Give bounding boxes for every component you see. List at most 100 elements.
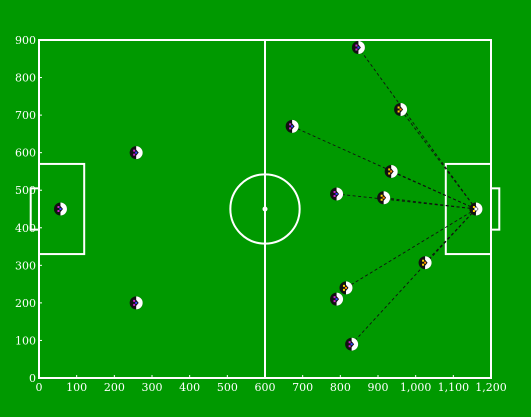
- y-tick-label: 300: [15, 259, 36, 272]
- player-marker[interactable]: [129, 296, 143, 310]
- player-marker[interactable]: [339, 281, 353, 295]
- team-marker: [289, 127, 292, 130]
- player-marker[interactable]: [384, 164, 398, 178]
- team-marker: [59, 208, 62, 210]
- pass-line: [351, 208, 477, 345]
- player-marker[interactable]: [394, 102, 408, 116]
- x-tick-label: 200: [104, 381, 125, 394]
- team-marker: [390, 170, 393, 173]
- x-tick-label: 300: [142, 381, 163, 394]
- team-marker: [350, 343, 353, 346]
- facing-wedge: [400, 102, 408, 116]
- facing-wedge: [336, 187, 344, 201]
- center-spot: [262, 206, 268, 212]
- y-tick-label: 200: [15, 297, 36, 310]
- y-tick-label: 700: [15, 109, 36, 122]
- team-marker: [382, 196, 385, 199]
- team-marker: [422, 263, 425, 266]
- player-marker[interactable]: [330, 187, 344, 201]
- pass-line: [391, 171, 477, 210]
- facing-wedge: [345, 281, 353, 295]
- team-marker: [348, 345, 351, 348]
- player-marker[interactable]: [53, 202, 67, 216]
- pass-lines: [291, 47, 477, 345]
- team-marker: [57, 206, 60, 208]
- ball-carrier-marker[interactable]: [469, 202, 483, 216]
- team-marker: [357, 46, 360, 49]
- x-tick-label: 500: [217, 381, 238, 394]
- pass-line: [345, 208, 477, 289]
- team-marker: [135, 301, 138, 304]
- player-marker[interactable]: [285, 119, 299, 133]
- player-marker[interactable]: [351, 41, 365, 55]
- pass-line: [358, 47, 477, 210]
- team-marker: [335, 192, 338, 195]
- facing-wedge: [136, 146, 143, 160]
- team-marker: [380, 194, 383, 197]
- player-marker[interactable]: [129, 146, 143, 160]
- team-marker: [133, 149, 136, 152]
- x-tick-label: 800: [330, 381, 351, 394]
- pitch: [29, 39, 501, 379]
- right-goal: [490, 187, 501, 231]
- y-tick-label: 400: [15, 222, 36, 235]
- axis-labels: 0 100 200 300 400 500 600 700 800 900 1,000 1,100 1,…: [15, 34, 507, 394]
- team-marker: [380, 198, 383, 201]
- facing-wedge: [383, 191, 391, 205]
- pass-line: [383, 197, 476, 210]
- facing-wedge: [358, 41, 365, 55]
- player-marker[interactable]: [345, 337, 359, 351]
- y-tick-label: 900: [15, 34, 36, 47]
- x-tick-label: 600: [255, 381, 276, 394]
- team-marker: [424, 261, 427, 264]
- team-marker: [333, 194, 336, 197]
- team-marker: [57, 210, 60, 212]
- ball-icon: [474, 207, 478, 211]
- facing-wedge: [391, 164, 398, 178]
- team-marker: [388, 172, 391, 175]
- team-marker: [355, 48, 358, 51]
- team-marker: [342, 284, 345, 287]
- team-marker: [133, 153, 136, 156]
- team-marker: [135, 151, 138, 154]
- player-marker[interactable]: [418, 256, 432, 270]
- facing-wedge: [336, 292, 344, 306]
- player-marker[interactable]: [330, 292, 344, 306]
- y-tick-label: 600: [15, 147, 36, 160]
- team-marker: [333, 296, 336, 299]
- x-tick-label: 700: [292, 381, 313, 394]
- team-marker: [133, 299, 136, 302]
- x-tick-label: 0: [36, 381, 43, 394]
- left-goal: [29, 187, 40, 231]
- facing-wedge: [425, 256, 432, 270]
- y-tick-label: 800: [15, 72, 36, 85]
- team-marker: [133, 303, 136, 306]
- team-marker: [355, 44, 358, 47]
- x-tick-label: 400: [179, 381, 200, 394]
- team-marker: [289, 123, 292, 126]
- team-marker: [422, 259, 425, 262]
- team-marker: [472, 206, 475, 208]
- x-tick-label: 100: [66, 381, 87, 394]
- pass-line: [400, 109, 477, 210]
- facing-wedge: [475, 202, 483, 216]
- team-marker: [399, 108, 402, 111]
- x-tick-label: 1,100: [438, 381, 470, 394]
- team-marker: [397, 110, 400, 113]
- team-marker: [291, 125, 294, 128]
- y-tick-label: 100: [15, 334, 36, 347]
- facing-wedge: [292, 119, 299, 133]
- x-tick-label: 900: [368, 381, 389, 394]
- y-tick-label: 0: [29, 372, 36, 385]
- facing-wedge: [136, 296, 143, 310]
- facing-wedge: [60, 202, 67, 216]
- x-tick-label: 1,000: [400, 381, 432, 394]
- team-marker: [348, 341, 351, 344]
- team-marker: [472, 210, 475, 212]
- players: [53, 41, 483, 351]
- team-marker: [333, 190, 336, 193]
- player-marker[interactable]: [377, 191, 391, 205]
- team-marker: [333, 300, 336, 303]
- team-marker: [397, 106, 400, 109]
